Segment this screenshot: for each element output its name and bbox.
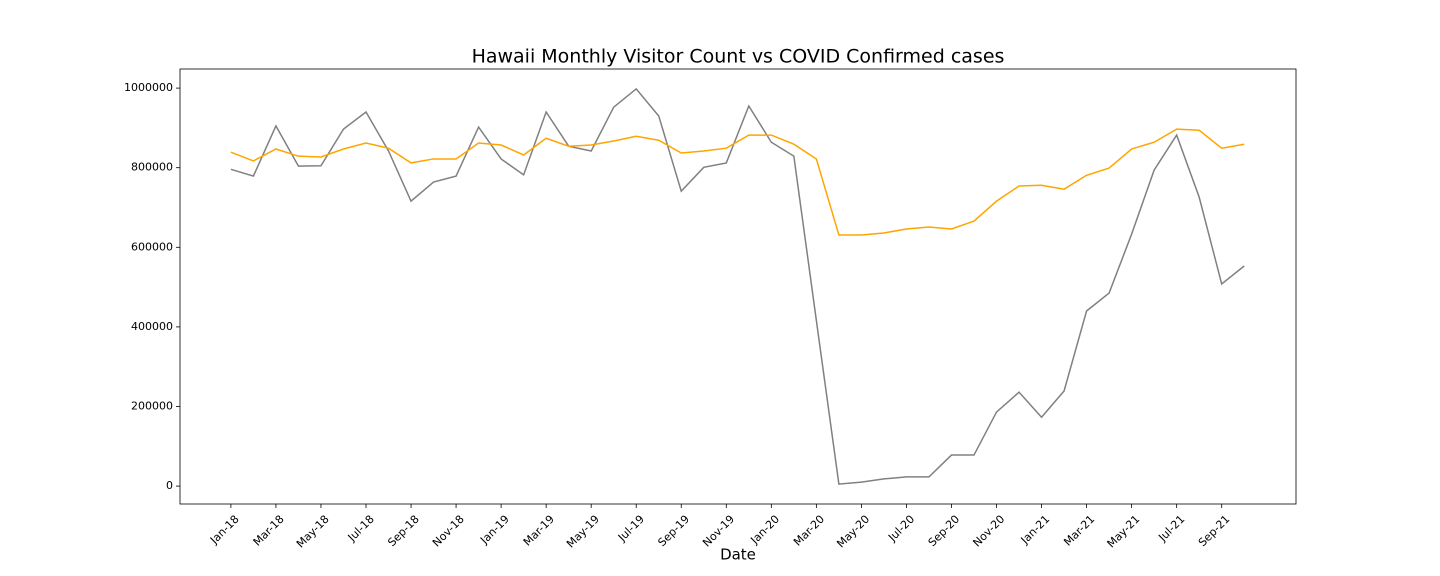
x-tick-label: Sep-18 bbox=[385, 513, 422, 550]
x-tick-label: May-18 bbox=[294, 513, 332, 551]
series-line bbox=[230, 128, 1245, 236]
x-axis-label: Date bbox=[720, 546, 756, 564]
plot-frame bbox=[179, 68, 1297, 505]
x-tick-label: May-21 bbox=[1105, 513, 1143, 551]
x-tick-label: Mar-21 bbox=[1061, 513, 1097, 549]
x-tick-label: Jul-19 bbox=[615, 513, 647, 545]
x-tick-label: Jan-20 bbox=[748, 513, 783, 548]
x-tick-label: Sep-20 bbox=[926, 513, 963, 550]
x-tick-label: Nov-20 bbox=[970, 513, 1007, 550]
x-tick-label: Jul-21 bbox=[1155, 513, 1187, 545]
x-tick-label: Jul-20 bbox=[885, 513, 917, 545]
series-line bbox=[230, 87, 1245, 485]
y-tick-label: 400000 bbox=[131, 320, 173, 333]
x-tick-label: Nov-18 bbox=[430, 513, 467, 550]
x-tick-label: Sep-19 bbox=[655, 513, 692, 550]
y-tick-label: 800000 bbox=[131, 161, 173, 174]
x-tick-label: Jul-18 bbox=[345, 513, 377, 545]
x-tick-label: Mar-18 bbox=[251, 513, 287, 549]
y-tick-label: 600000 bbox=[131, 240, 173, 253]
x-tick-label: May-20 bbox=[834, 513, 872, 551]
x-tick-label: Mar-19 bbox=[521, 513, 557, 549]
x-tick-label: Sep-21 bbox=[1196, 513, 1233, 550]
y-tick-label: 1000000 bbox=[124, 81, 173, 94]
chart-title: Hawaii Monthly Visitor Count vs COVID Co… bbox=[472, 46, 1005, 68]
x-tick-label: Mar-20 bbox=[791, 513, 827, 549]
x-tick-label: Jan-18 bbox=[207, 513, 242, 548]
x-tick-label: Jan-21 bbox=[1018, 513, 1053, 548]
y-tick-label: 0 bbox=[166, 479, 173, 492]
x-tick-label: Jan-19 bbox=[477, 513, 512, 548]
x-tick-label: Nov-19 bbox=[700, 513, 737, 550]
y-tick-label: 200000 bbox=[131, 399, 173, 412]
x-tick-label: May-19 bbox=[564, 513, 602, 551]
